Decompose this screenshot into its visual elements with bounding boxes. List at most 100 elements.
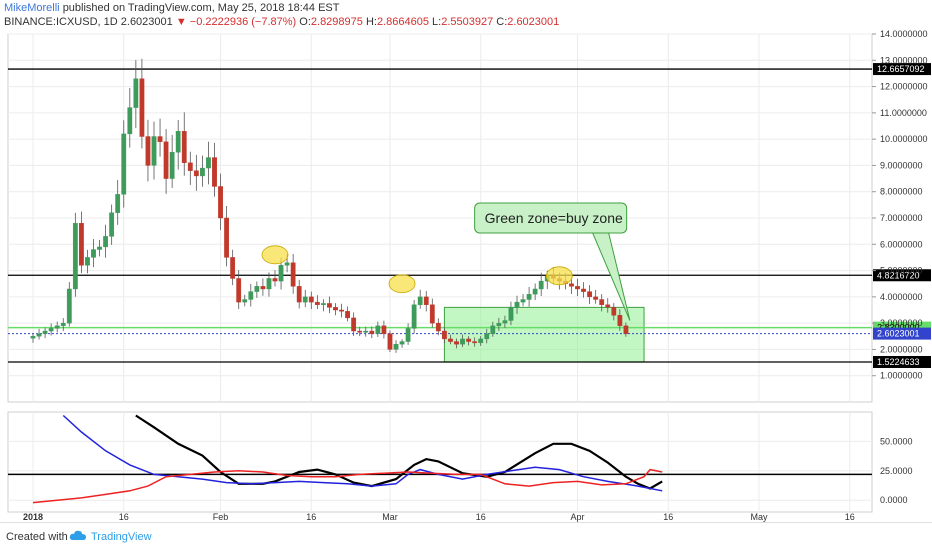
level-tag-label: 12.6657092 (877, 64, 925, 74)
callout-box (474, 202, 628, 234)
candle-body (66, 288, 72, 324)
candle-body (145, 136, 151, 166)
tradingview-logo-icon[interactable] (68, 528, 88, 549)
candle-body (496, 322, 502, 326)
candle-body (169, 152, 175, 179)
candle-body (127, 107, 133, 135)
price-chart[interactable]: 12.66570924.82167202.83000002.60230011.5… (0, 30, 932, 522)
y-tick-label: 8.0000000 (880, 187, 923, 197)
candle-body (97, 246, 102, 250)
x-tick-label: 16 (845, 512, 855, 522)
x-tick-label: 16 (663, 512, 673, 522)
candle-body (345, 311, 350, 319)
candle-body (266, 278, 272, 290)
candle-body (212, 157, 217, 187)
highlight-ellipse (388, 274, 416, 294)
high-label: H: (365, 16, 377, 28)
candle-body (42, 330, 48, 334)
publish-info: MikeMorelli published on TradingView.com… (4, 2, 340, 14)
candle-body (224, 217, 229, 258)
y-tick-label: 4.0000000 (880, 292, 923, 302)
candle-body (611, 307, 617, 316)
x-tick-label: Mar (382, 512, 398, 522)
x-tick-label: Feb (213, 512, 229, 522)
highlight-ellipse (545, 266, 573, 286)
candle-body (272, 278, 278, 282)
blue-indicator-line (62, 414, 663, 492)
y-tick-label: 9.0000000 (880, 160, 923, 170)
author-link[interactable]: MikeMorelli (4, 2, 60, 14)
candle-body (139, 78, 145, 137)
y-tick-label: 6.0000000 (880, 239, 923, 249)
candle-body (387, 333, 393, 350)
level-tag-label: 4.8216720 (877, 270, 920, 280)
candle-body (381, 325, 387, 334)
candle-body (260, 286, 266, 290)
low-label: L: (432, 16, 442, 28)
candle-body (72, 223, 78, 290)
indicator-y-tick-label: 0.0000 (880, 495, 908, 505)
x-tick-label: 16 (119, 512, 129, 522)
close-label: C: (496, 16, 508, 28)
candle-body (157, 136, 163, 142)
candle-body (617, 315, 623, 326)
candle-body (454, 341, 459, 345)
y-tick-label: 14.0000000 (880, 30, 928, 39)
candle-body (484, 333, 490, 340)
last-price: 2.6023001 (120, 16, 173, 28)
price-change: −0.2222936 (−7.87%) (189, 16, 297, 28)
open-value: 2.8298975 (310, 16, 363, 28)
candle-body (321, 303, 326, 305)
level-tag (873, 327, 931, 340)
candle-body (502, 320, 508, 324)
x-tick-label: 2018 (23, 512, 43, 522)
candle-body (442, 330, 447, 340)
y-tick-label: 11.0000000 (880, 108, 927, 118)
candle-body (411, 304, 417, 329)
candle-body (115, 194, 121, 213)
candle-body (30, 336, 36, 339)
candle-body (230, 257, 236, 279)
low-value: 2.5503927 (441, 16, 494, 28)
y-tick-label: 7.0000000 (880, 213, 923, 223)
candle-body (48, 328, 54, 332)
y-tick-label: 1.0000000 (880, 371, 923, 381)
candle-body (478, 338, 484, 344)
candle-body (151, 136, 157, 166)
symbol-label: BINANCE:ICXUSD, 1D (4, 16, 118, 28)
candle-body (351, 317, 357, 332)
candle-body (199, 167, 205, 177)
candle-body (187, 162, 193, 171)
high-value: 2.8664605 (376, 16, 429, 28)
y-tick-label: 13.0000000 (880, 55, 928, 65)
candle-body (532, 288, 538, 295)
level-tag (873, 63, 931, 76)
candle-body (121, 133, 127, 195)
candle-body (581, 288, 586, 292)
candle-body (587, 291, 593, 298)
candle-body (314, 301, 320, 305)
indicator-y-tick-label: 25.0000 (880, 466, 913, 476)
level-tag-label: 1.5224633 (877, 357, 920, 367)
candle-body (538, 280, 544, 290)
candle-body (60, 322, 66, 326)
candle-body (593, 296, 599, 300)
candle-body (435, 322, 441, 332)
candle-body (417, 296, 423, 305)
indicator-y-tick-label: 50.0000 (880, 436, 913, 446)
candle-body (85, 257, 90, 266)
candle-body (103, 236, 109, 248)
candle-body (54, 325, 60, 329)
tradingview-link[interactable]: TradingView (91, 531, 152, 543)
candle-body (206, 157, 211, 169)
candle-body (369, 330, 375, 334)
x-tick-label: May (750, 512, 768, 522)
candle-body (109, 212, 115, 237)
candle-body (363, 330, 369, 333)
candle-body (254, 286, 260, 292)
candle-body (466, 338, 471, 342)
indicator-pane-frame (7, 411, 873, 513)
ohlc-bar: BINANCE:ICXUSD, 1D 2.6023001 ▼ −0.222293… (4, 16, 559, 28)
candle-body (175, 131, 181, 153)
candle-body (327, 303, 332, 308)
